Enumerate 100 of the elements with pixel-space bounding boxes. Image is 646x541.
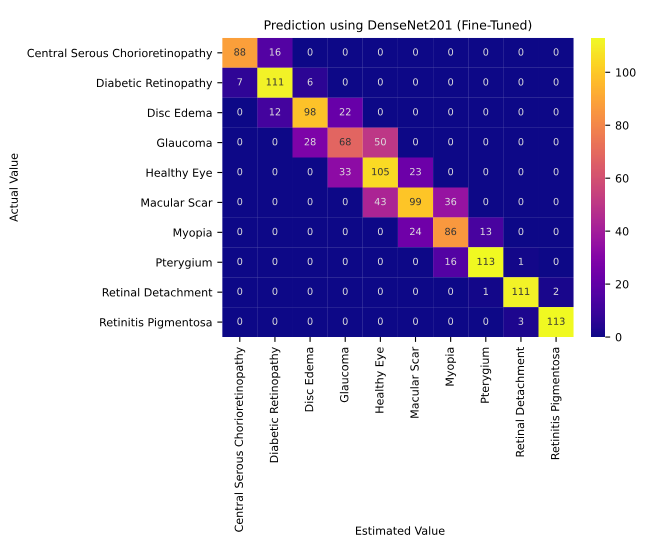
data-label: 0 bbox=[237, 288, 242, 295]
data-label: 0 bbox=[378, 108, 383, 116]
data-label: 0 bbox=[518, 198, 524, 206]
x-axis-title: Estimated Value bbox=[356, 526, 444, 535]
data-label: 0 bbox=[554, 258, 559, 266]
data-label: 0 bbox=[342, 288, 348, 295]
data-label: 12 bbox=[270, 108, 280, 116]
chart-title: Prediction using DenseNet201 (Fine-Tuned) bbox=[264, 20, 532, 32]
data-label: 16 bbox=[270, 48, 281, 56]
data-label: 0 bbox=[554, 48, 559, 56]
data-label: 3 bbox=[518, 318, 524, 325]
data-label: 0 bbox=[448, 288, 454, 295]
x-tick-label: Healthy Eye bbox=[374, 347, 386, 413]
data-label: 0 bbox=[272, 198, 278, 206]
data-label: 0 bbox=[448, 48, 454, 56]
data-label: 0 bbox=[518, 168, 524, 176]
data-label: 28 bbox=[304, 138, 316, 146]
data-label: 22 bbox=[340, 108, 350, 116]
y-tick-label: Central Serous Chorioretinopathy bbox=[27, 48, 212, 60]
x-tick-label: Pterygium bbox=[480, 348, 492, 403]
data-label: 0 bbox=[483, 138, 488, 146]
data-label: 88 bbox=[234, 48, 246, 56]
data-label: 33 bbox=[340, 168, 351, 176]
x-tick-label: Disc Edema bbox=[304, 348, 314, 412]
data-label: 0 bbox=[483, 318, 488, 325]
data-label: 0 bbox=[308, 198, 313, 206]
data-label: 0 bbox=[413, 288, 418, 295]
data-label: 0 bbox=[342, 258, 348, 266]
data-label: 0 bbox=[342, 228, 348, 236]
x-tick-label: Retinal Detachment bbox=[516, 347, 524, 456]
data-label: 0 bbox=[448, 138, 454, 146]
x-tick-label: Macular Scar bbox=[410, 346, 419, 418]
data-label: 0 bbox=[483, 168, 488, 176]
data-label: 0 bbox=[518, 108, 524, 116]
data-label: 0 bbox=[413, 258, 418, 266]
data-label: 0 bbox=[237, 168, 242, 176]
y-tick-label: Retinal Detachment bbox=[102, 288, 212, 297]
data-label: 0 bbox=[483, 108, 488, 116]
data-label: 0 bbox=[448, 318, 454, 325]
data-label: 2 bbox=[554, 288, 558, 295]
data-label: 68 bbox=[340, 138, 351, 146]
data-label: 0 bbox=[237, 108, 242, 116]
data-label: 0 bbox=[413, 78, 418, 86]
data-label: 6 bbox=[308, 78, 313, 86]
data-label: 0 bbox=[342, 318, 348, 325]
data-label: 113 bbox=[548, 318, 565, 325]
data-label: 0 bbox=[378, 48, 383, 56]
data-label: 0 bbox=[272, 168, 278, 176]
data-label: 0 bbox=[448, 168, 454, 176]
data-label: 0 bbox=[518, 78, 524, 86]
data-label: 0 bbox=[272, 258, 278, 266]
data-label: 0 bbox=[554, 168, 559, 176]
data-label: 36 bbox=[445, 198, 456, 206]
data-label: 0 bbox=[483, 198, 488, 206]
data-label: 0 bbox=[378, 318, 383, 325]
color-bar-label: 60 bbox=[616, 174, 628, 183]
data-label: 23 bbox=[410, 168, 421, 176]
y-axis-title: Actual Value bbox=[9, 154, 18, 222]
data-label: 16 bbox=[446, 258, 456, 266]
data-label: 0 bbox=[272, 318, 278, 325]
data-label: 0 bbox=[272, 228, 278, 236]
data-label: 0 bbox=[308, 288, 313, 295]
data-label: 0 bbox=[413, 318, 418, 325]
y-tick-label: Disc Edema bbox=[148, 108, 212, 118]
data-label: 98 bbox=[304, 108, 316, 116]
y-tick-label: Macular Scar bbox=[142, 198, 212, 207]
data-label: 0 bbox=[308, 258, 313, 266]
data-label: 86 bbox=[445, 228, 456, 236]
data-label: 99 bbox=[410, 198, 422, 206]
data-label: 0 bbox=[448, 108, 454, 116]
data-label: 0 bbox=[308, 228, 313, 236]
y-tick-label: Healthy Eye bbox=[146, 168, 212, 180]
data-label: 0 bbox=[518, 48, 524, 56]
data-label: 0 bbox=[554, 108, 559, 116]
data-label: 0 bbox=[308, 168, 313, 176]
data-label: 0 bbox=[237, 228, 242, 236]
data-label: 1 bbox=[518, 258, 524, 265]
x-tick-label: Myopia bbox=[445, 348, 456, 386]
data-label: 0 bbox=[413, 48, 418, 56]
y-tick-label: Retinitis Pigmentosa bbox=[100, 318, 212, 329]
x-tick-label: Retinitis Pigmentosa bbox=[550, 348, 562, 460]
data-label: 0 bbox=[342, 78, 348, 86]
color-bar-label: 100 bbox=[616, 68, 636, 77]
data-label: 0 bbox=[342, 198, 348, 206]
data-label: 7 bbox=[238, 78, 242, 86]
data-label: 24 bbox=[410, 228, 422, 236]
data-label: 0 bbox=[308, 48, 313, 56]
data-label: 13 bbox=[480, 228, 492, 236]
data-label: 50 bbox=[374, 138, 386, 146]
data-label: 0 bbox=[483, 78, 488, 86]
y-tick-label: Pterygium bbox=[156, 258, 212, 269]
data-label: 0 bbox=[237, 138, 242, 146]
data-label: 0 bbox=[237, 318, 242, 325]
data-label: 0 bbox=[272, 288, 278, 295]
data-label: 0 bbox=[342, 48, 348, 56]
data-label: 0 bbox=[378, 228, 383, 236]
data-label: 0 bbox=[378, 258, 383, 266]
data-label: 1 bbox=[484, 288, 488, 295]
y-tick-label: Diabetic Retinopathy bbox=[96, 78, 212, 90]
data-label: 0 bbox=[483, 48, 488, 56]
